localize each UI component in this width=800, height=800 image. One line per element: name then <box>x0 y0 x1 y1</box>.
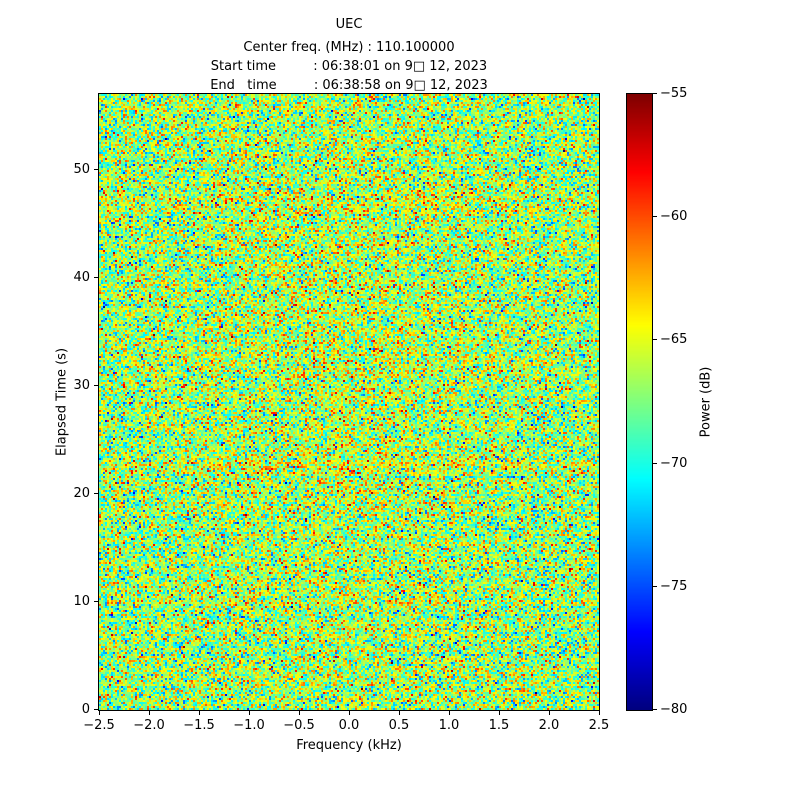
y-tick-mark <box>94 384 98 386</box>
colorbar-tick-label: −70 <box>660 455 688 471</box>
x-tick-mark <box>599 711 600 715</box>
colorbar-tick-label: −55 <box>660 86 688 101</box>
y-tick-mark <box>94 276 98 278</box>
y-tick-label: 50 <box>73 161 90 177</box>
colorbar <box>626 93 653 711</box>
x-tick-mark <box>99 711 100 715</box>
colorbar-tick-mark <box>653 585 657 587</box>
x-tick-mark <box>399 711 400 715</box>
subtitle-center-freq: Center freq. (MHz) : 110.100000 <box>243 40 455 55</box>
heatmap-canvas <box>99 94 599 710</box>
y-tick-mark <box>94 709 98 710</box>
x-tick-mark <box>499 711 500 715</box>
colorbar-tick-mark <box>653 93 657 94</box>
colorbar-tick-label: −60 <box>660 209 688 225</box>
y-tick-label: 40 <box>73 269 90 285</box>
x-tick-label: 1.0 <box>438 718 460 733</box>
subtitle-end-time: End time : 06:38:58 on 9□ 12, 2023 <box>210 78 488 93</box>
colorbar-tick-label: −65 <box>660 332 688 348</box>
colorbar-canvas <box>627 94 652 710</box>
x-tick-label: 2.5 <box>588 718 610 733</box>
colorbar-tick-mark <box>653 462 657 464</box>
y-tick-label: 0 <box>81 702 90 717</box>
colorbar-tick-label: −75 <box>660 578 688 594</box>
x-tick-label: −1.0 <box>233 718 265 733</box>
x-tick-mark <box>349 711 350 715</box>
x-tick-mark <box>249 711 250 715</box>
colorbar-tick-mark <box>653 339 657 341</box>
colorbar-label: Power (dB) <box>698 366 714 438</box>
x-axis-label: Frequency (kHz) <box>296 738 402 753</box>
x-tick-label: 0.5 <box>388 718 410 733</box>
x-tick-label: −2.5 <box>83 718 115 733</box>
y-tick-label: 20 <box>73 485 90 501</box>
y-tick-label: 10 <box>73 593 90 609</box>
x-tick-mark <box>199 711 200 715</box>
colorbar-tick-mark <box>653 216 657 218</box>
y-tick-mark <box>94 492 98 494</box>
plot-area <box>98 93 600 711</box>
x-tick-mark <box>149 711 150 715</box>
x-tick-label: 1.5 <box>488 718 510 733</box>
x-tick-label: 2.0 <box>538 718 560 733</box>
x-tick-label: −2.0 <box>133 718 165 733</box>
colorbar-tick-mark <box>653 709 657 710</box>
y-tick-mark <box>94 168 98 170</box>
colorbar-tick-label: −80 <box>660 702 688 717</box>
x-tick-mark <box>449 711 450 715</box>
x-tick-label: −1.5 <box>183 718 215 733</box>
plot-title: UEC <box>335 17 363 32</box>
x-tick-label: 0.0 <box>338 718 360 733</box>
y-tick-label: 30 <box>73 377 90 393</box>
y-axis-label: Elapsed Time (s) <box>54 347 70 457</box>
x-tick-label: −0.5 <box>283 718 315 733</box>
x-tick-mark <box>299 711 300 715</box>
x-tick-mark <box>549 711 550 715</box>
y-tick-mark <box>94 600 98 602</box>
subtitle-start-time: Start time : 06:38:01 on 9□ 12, 2023 <box>210 59 488 74</box>
